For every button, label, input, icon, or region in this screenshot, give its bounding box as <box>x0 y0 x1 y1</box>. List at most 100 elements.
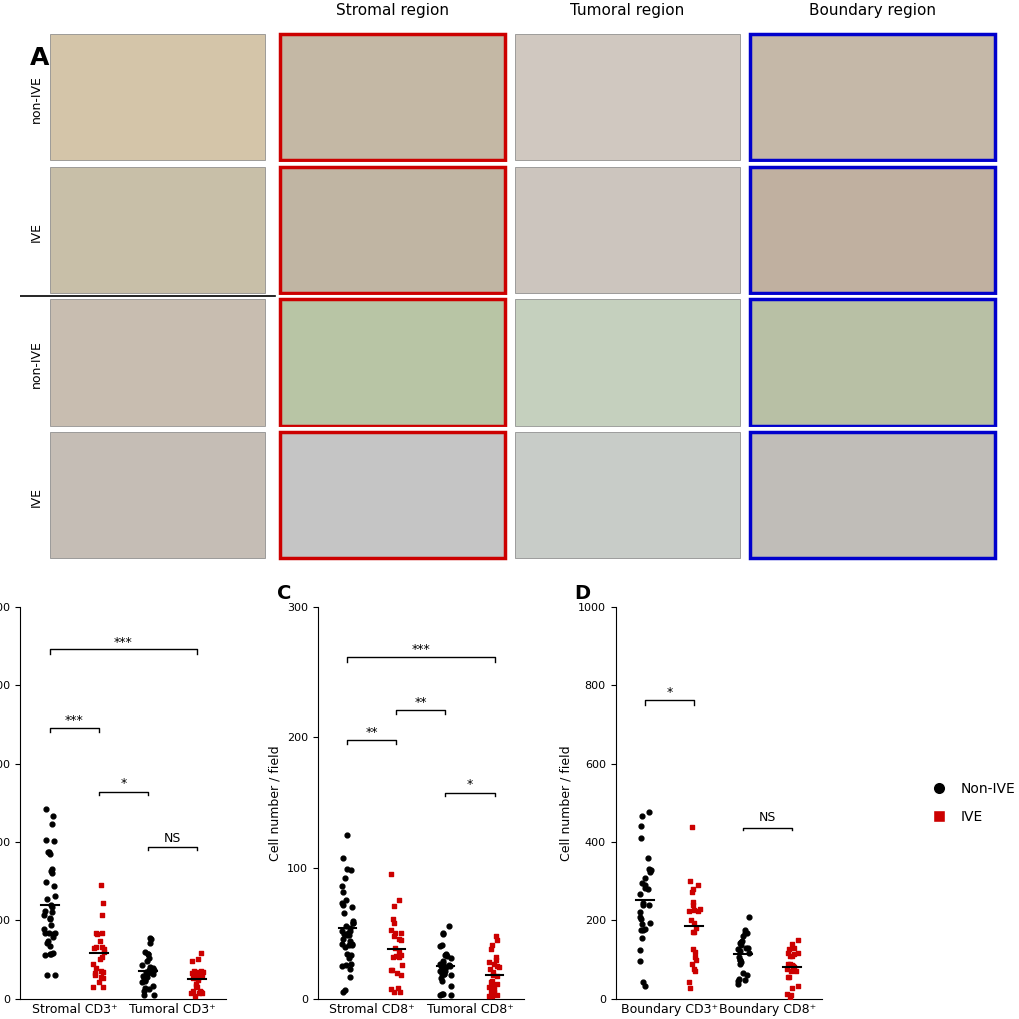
Point <box>783 948 799 964</box>
Text: ***: *** <box>65 714 84 728</box>
Point <box>87 941 103 957</box>
Point <box>442 986 459 1003</box>
Point <box>46 878 62 895</box>
Point <box>439 948 455 964</box>
Point <box>45 929 61 946</box>
Point <box>686 915 702 931</box>
Point <box>139 963 155 979</box>
Point <box>640 804 656 820</box>
Point <box>389 965 406 981</box>
Point <box>135 968 151 984</box>
Point <box>340 950 357 966</box>
Point <box>383 865 399 881</box>
FancyBboxPatch shape <box>50 35 265 160</box>
Point <box>735 928 751 945</box>
Point <box>484 987 500 1004</box>
Point <box>434 924 450 941</box>
Point <box>634 808 650 824</box>
Y-axis label: Cell number / field: Cell number / field <box>558 745 572 860</box>
Point <box>392 931 409 948</box>
Point <box>384 911 400 927</box>
Point <box>189 970 205 986</box>
Point <box>334 930 351 947</box>
Legend: Non-IVE, IVE: Non-IVE, IVE <box>919 776 1019 829</box>
Text: CD3$^+$ cells: CD3$^+$ cells <box>0 124 4 203</box>
FancyBboxPatch shape <box>515 432 740 558</box>
Point <box>139 953 155 969</box>
Point <box>485 979 501 996</box>
Point <box>635 897 651 913</box>
Point <box>145 978 161 995</box>
Point <box>390 945 407 961</box>
FancyBboxPatch shape <box>279 432 504 558</box>
Point <box>141 946 157 962</box>
FancyBboxPatch shape <box>50 300 265 426</box>
Text: non-IVE: non-IVE <box>31 340 43 388</box>
Point <box>736 925 752 942</box>
Point <box>739 941 755 957</box>
Point <box>343 899 360 915</box>
Point <box>191 964 207 980</box>
Text: non-IVE: non-IVE <box>31 75 43 123</box>
Point <box>485 966 501 982</box>
Point <box>481 979 497 996</box>
Point <box>686 949 702 965</box>
Point <box>779 960 795 976</box>
Point <box>390 892 407 908</box>
Point <box>36 907 52 923</box>
Point <box>45 807 61 823</box>
Point <box>686 924 702 941</box>
Point <box>194 967 210 983</box>
Point <box>189 966 205 982</box>
Point <box>338 946 355 962</box>
Point <box>731 952 747 968</box>
Point <box>392 947 409 963</box>
Point <box>137 970 153 986</box>
FancyBboxPatch shape <box>279 300 504 426</box>
Point <box>637 921 653 937</box>
Point <box>335 898 352 914</box>
Point <box>488 931 504 948</box>
Point <box>140 965 156 981</box>
Point <box>42 937 58 954</box>
Point <box>777 985 794 1002</box>
Point <box>489 976 505 993</box>
Point <box>333 958 350 974</box>
Text: NS: NS <box>164 833 181 845</box>
Point <box>385 984 401 1001</box>
Point <box>189 978 205 995</box>
Point <box>688 952 704 968</box>
Point <box>485 978 501 995</box>
Point <box>738 967 754 983</box>
Point <box>186 963 203 979</box>
Point <box>783 957 799 973</box>
Text: ***: *** <box>114 636 132 649</box>
Point <box>684 941 700 957</box>
Point <box>483 937 499 954</box>
Point <box>441 958 458 974</box>
Point <box>383 962 399 978</box>
Point <box>681 974 697 990</box>
Point <box>337 957 354 973</box>
Point <box>631 904 647 920</box>
Point <box>40 891 56 907</box>
Point <box>190 972 206 988</box>
Point <box>683 884 699 901</box>
Point <box>737 972 753 988</box>
Point <box>684 818 700 835</box>
Point <box>142 981 158 998</box>
Point <box>781 956 797 972</box>
Point <box>342 961 359 977</box>
Point <box>36 921 52 937</box>
Point <box>185 970 202 986</box>
Point <box>189 976 205 993</box>
Text: IVE: IVE <box>31 222 43 243</box>
Point <box>681 903 697 919</box>
Point <box>631 954 647 970</box>
Point <box>436 947 452 963</box>
Point <box>435 966 451 982</box>
Point <box>783 986 799 1003</box>
Point <box>783 936 799 953</box>
Point <box>96 942 112 958</box>
Point <box>95 970 111 986</box>
